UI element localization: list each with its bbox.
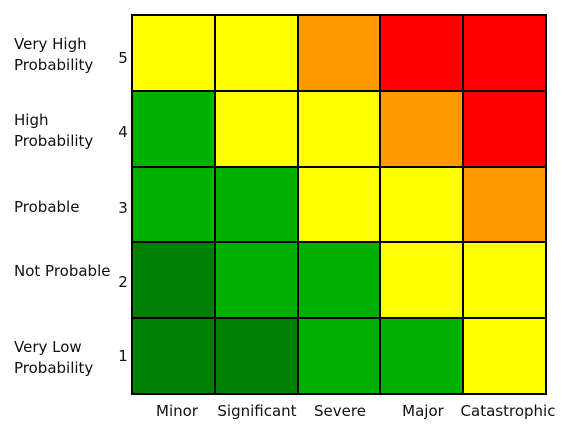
column-label-severe: Severe <box>314 402 366 420</box>
column-label-catastrophic: Catastrophic <box>460 402 556 420</box>
row-number-2: 2 <box>118 273 128 291</box>
column-label-significant: Significant <box>217 402 297 420</box>
cell-p2-severe <box>297 241 381 319</box>
column-label-major: Major <box>402 402 444 420</box>
cell-p5-minor <box>131 14 216 92</box>
cell-p1-severe <box>297 317 381 395</box>
cell-p5-severe <box>297 14 381 92</box>
cell-p5-significant <box>214 14 299 92</box>
cell-p4-significant <box>214 90 299 168</box>
row-label-very-low-probability: Very Low Probability <box>14 338 94 377</box>
row-number-3: 3 <box>118 199 128 217</box>
cell-p3-catastrophic <box>462 166 547 243</box>
column-label-minor: Minor <box>156 402 198 420</box>
cell-p3-significant <box>214 166 299 243</box>
cell-p5-catastrophic <box>462 14 547 92</box>
row-number-5: 5 <box>118 49 128 67</box>
cell-p3-severe <box>297 166 381 243</box>
cell-p1-major <box>379 317 464 395</box>
row-number-1: 1 <box>118 347 128 365</box>
cell-p2-catastrophic <box>462 241 547 319</box>
grid-border <box>131 14 547 395</box>
cell-p2-significant <box>214 241 299 319</box>
cell-p2-minor <box>131 241 216 319</box>
cell-p4-catastrophic <box>462 90 547 168</box>
cell-p5-major <box>379 14 464 92</box>
row-label-not-probable: Not Probable <box>14 262 111 280</box>
row-number-4: 4 <box>118 123 128 141</box>
cell-p4-minor <box>131 90 216 168</box>
row-label-probable: Probable <box>14 198 80 216</box>
row-label-very-high-probability: Very High Probability <box>14 35 94 74</box>
cell-p1-catastrophic <box>462 317 547 395</box>
cell-p3-major <box>379 166 464 243</box>
cell-p4-major <box>379 90 464 168</box>
row-label-high-probability: High Probability <box>14 111 94 150</box>
cell-p1-significant <box>214 317 299 395</box>
cell-p4-severe <box>297 90 381 168</box>
cell-p1-minor <box>131 317 216 395</box>
cell-p3-minor <box>131 166 216 243</box>
cell-p2-major <box>379 241 464 319</box>
